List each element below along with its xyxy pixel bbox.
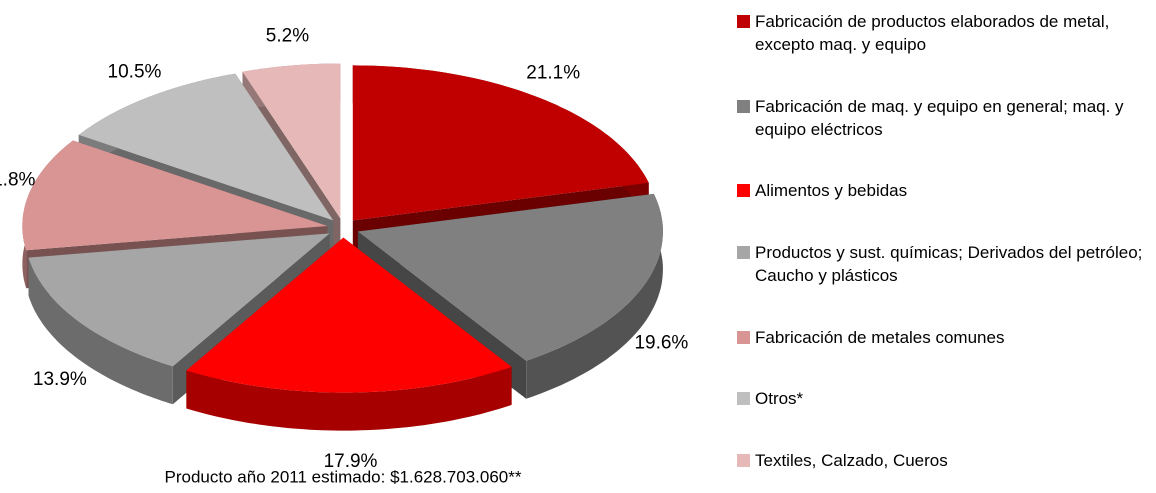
legend-label: Fabricación de productos elaborados de m… bbox=[755, 12, 1110, 54]
data-label: 10.5% bbox=[108, 62, 162, 83]
data-label: 13.9% bbox=[33, 369, 87, 390]
data-label: 19.6% bbox=[634, 332, 688, 353]
slice-side bbox=[28, 257, 173, 405]
legend-item: Alimentos y bebidas bbox=[737, 179, 1147, 202]
legend-label: Fabricación de maq. y equipo en general;… bbox=[755, 96, 1124, 139]
slice bbox=[22, 140, 328, 251]
legend-label: Textiles, Calzado, Cueros bbox=[755, 450, 948, 470]
legend: Fabricación de productos elaborados de m… bbox=[737, 10, 1147, 472]
data-label: 5.2% bbox=[266, 25, 309, 46]
slice-side bbox=[186, 366, 512, 431]
slice bbox=[242, 63, 341, 219]
chart: Producto año 2011 estimado: $1.628.703.0… bbox=[0, 25, 688, 486]
slice bbox=[28, 233, 330, 367]
slice bbox=[357, 193, 663, 361]
chart-note: Producto año 2011 estimado: $1.628.703.0… bbox=[165, 467, 522, 486]
legend-label: Alimentos y bebidas bbox=[755, 181, 908, 201]
legend-swatch bbox=[737, 15, 750, 28]
legend-item: Otros* bbox=[737, 387, 1147, 410]
legend-label: Fabricación de metales comunes bbox=[755, 327, 1005, 347]
legend-swatch bbox=[737, 392, 750, 406]
legend-label: Productos y sust. químicas; Derivados de… bbox=[755, 242, 1143, 285]
legend-item: Fabricación de maq. y equipo en general;… bbox=[737, 95, 1147, 141]
legend-swatch bbox=[737, 453, 750, 467]
legend-swatch bbox=[737, 330, 750, 344]
legend-label: Otros* bbox=[755, 389, 804, 409]
slice bbox=[352, 65, 649, 221]
data-label: 21.1% bbox=[526, 62, 580, 83]
data-label: 17.9% bbox=[324, 451, 378, 472]
legend-item: Textiles, Calzado, Cueros bbox=[737, 449, 1147, 472]
slice-side bbox=[526, 193, 663, 399]
legend-item: Productos y sust. químicas; Derivados de… bbox=[737, 241, 1147, 287]
legend-swatch bbox=[737, 245, 750, 259]
legend-item: Fabricación de productos elaborados de m… bbox=[737, 10, 1147, 56]
slice bbox=[78, 73, 334, 221]
data-label: 11.8% bbox=[0, 170, 36, 191]
legend-swatch bbox=[737, 184, 750, 198]
legend-item: Fabricación de metales comunes bbox=[737, 326, 1147, 349]
slice bbox=[186, 237, 512, 393]
legend-swatch bbox=[737, 99, 750, 113]
